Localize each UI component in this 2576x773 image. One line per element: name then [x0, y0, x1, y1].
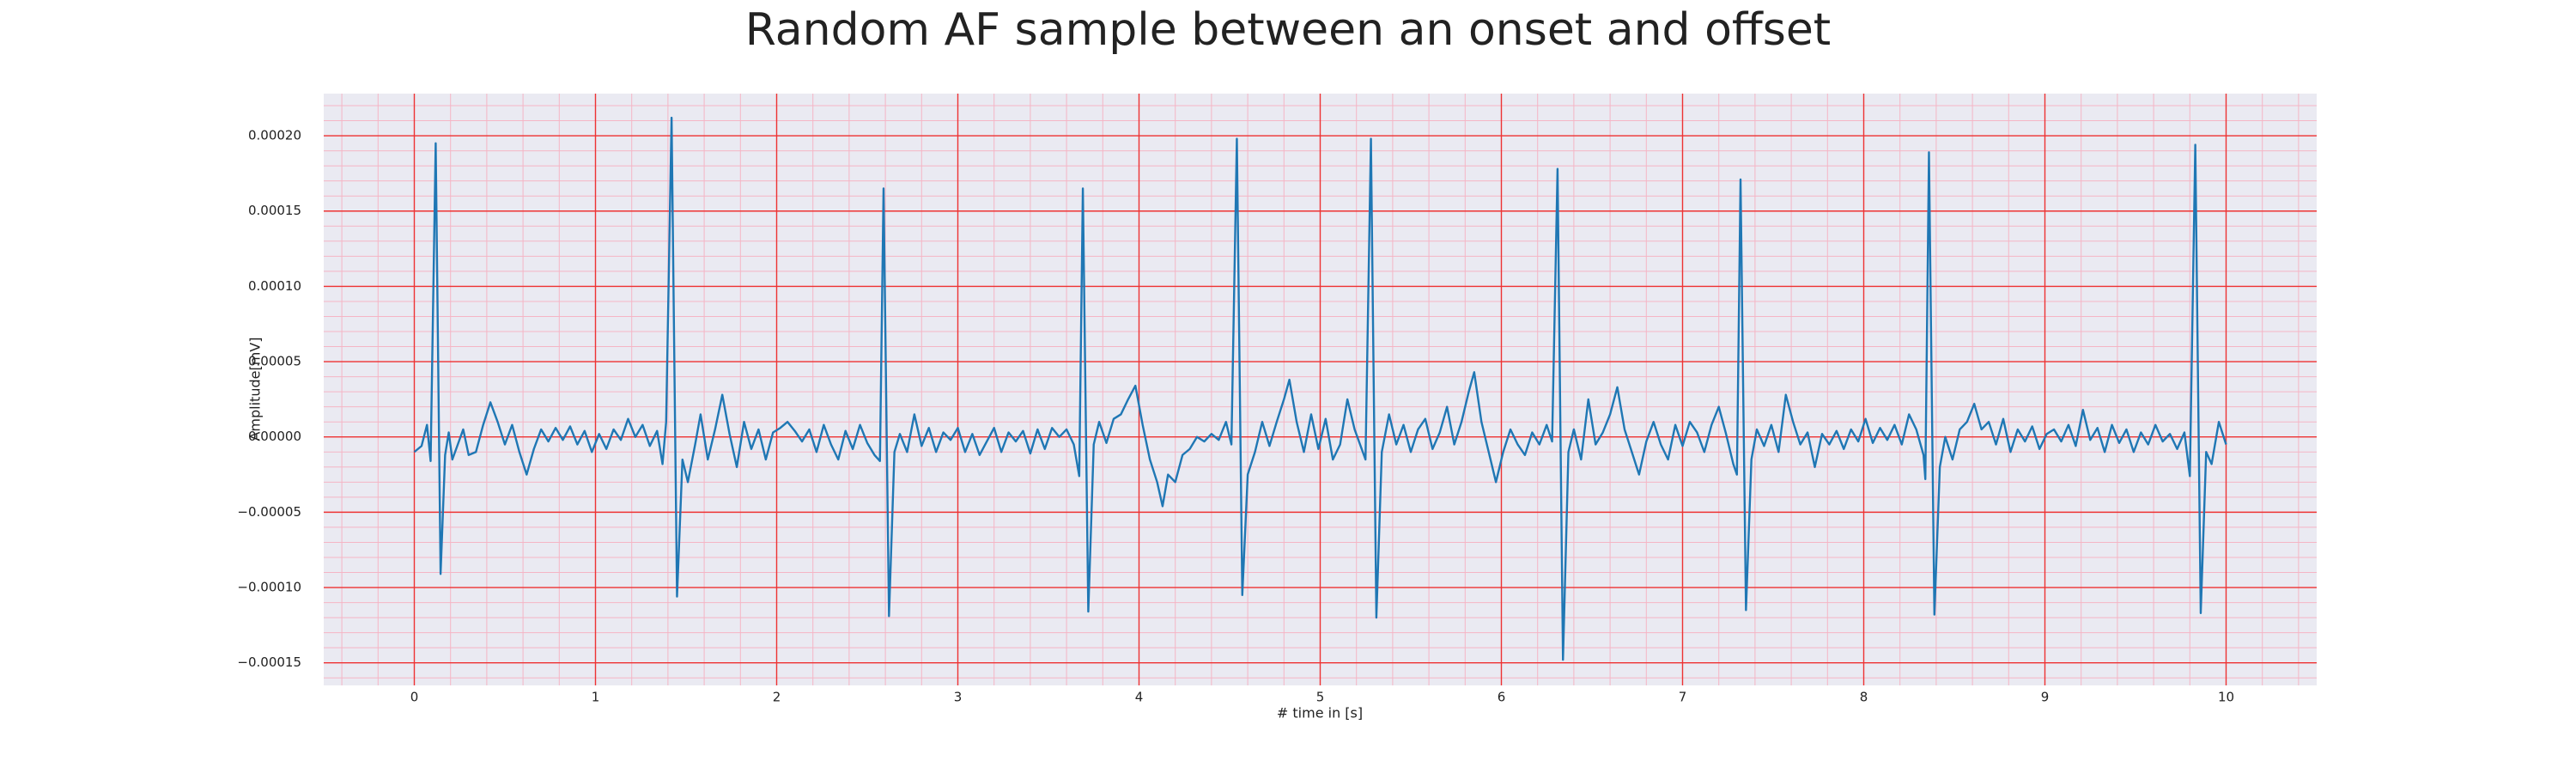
y-tick-label: −0.00005 [237, 504, 301, 520]
x-tick-label: 8 [1860, 690, 1868, 705]
x-tick-label: 5 [1316, 690, 1325, 705]
x-tick-label: 4 [1135, 690, 1144, 705]
x-axis-label: # time in [s] [1277, 705, 1363, 721]
x-tick-label: 3 [954, 690, 963, 705]
x-tick-label: 1 [592, 690, 600, 705]
y-tick-label: 0.00005 [248, 354, 301, 369]
x-tick-label: 0 [410, 690, 419, 705]
y-axis-label: Amplitude[mV] [247, 337, 264, 441]
y-tick-label: 0.00000 [248, 429, 301, 444]
x-tick-label: 10 [2218, 690, 2234, 705]
x-tick-label: 9 [2041, 690, 2050, 705]
chart-title: Random AF sample between an onset and of… [745, 4, 1831, 56]
x-tick-label: 2 [773, 690, 781, 705]
y-tick-label: 0.00015 [248, 203, 301, 218]
x-tick-label: 7 [1679, 690, 1687, 705]
signal-line [413, 116, 2227, 661]
y-tick-label: 0.00020 [248, 128, 301, 143]
y-tick-label: 0.00010 [248, 278, 301, 294]
y-tick-label: −0.00015 [237, 654, 301, 670]
x-tick-label: 6 [1498, 690, 1506, 705]
y-tick-label: −0.00010 [237, 580, 301, 595]
